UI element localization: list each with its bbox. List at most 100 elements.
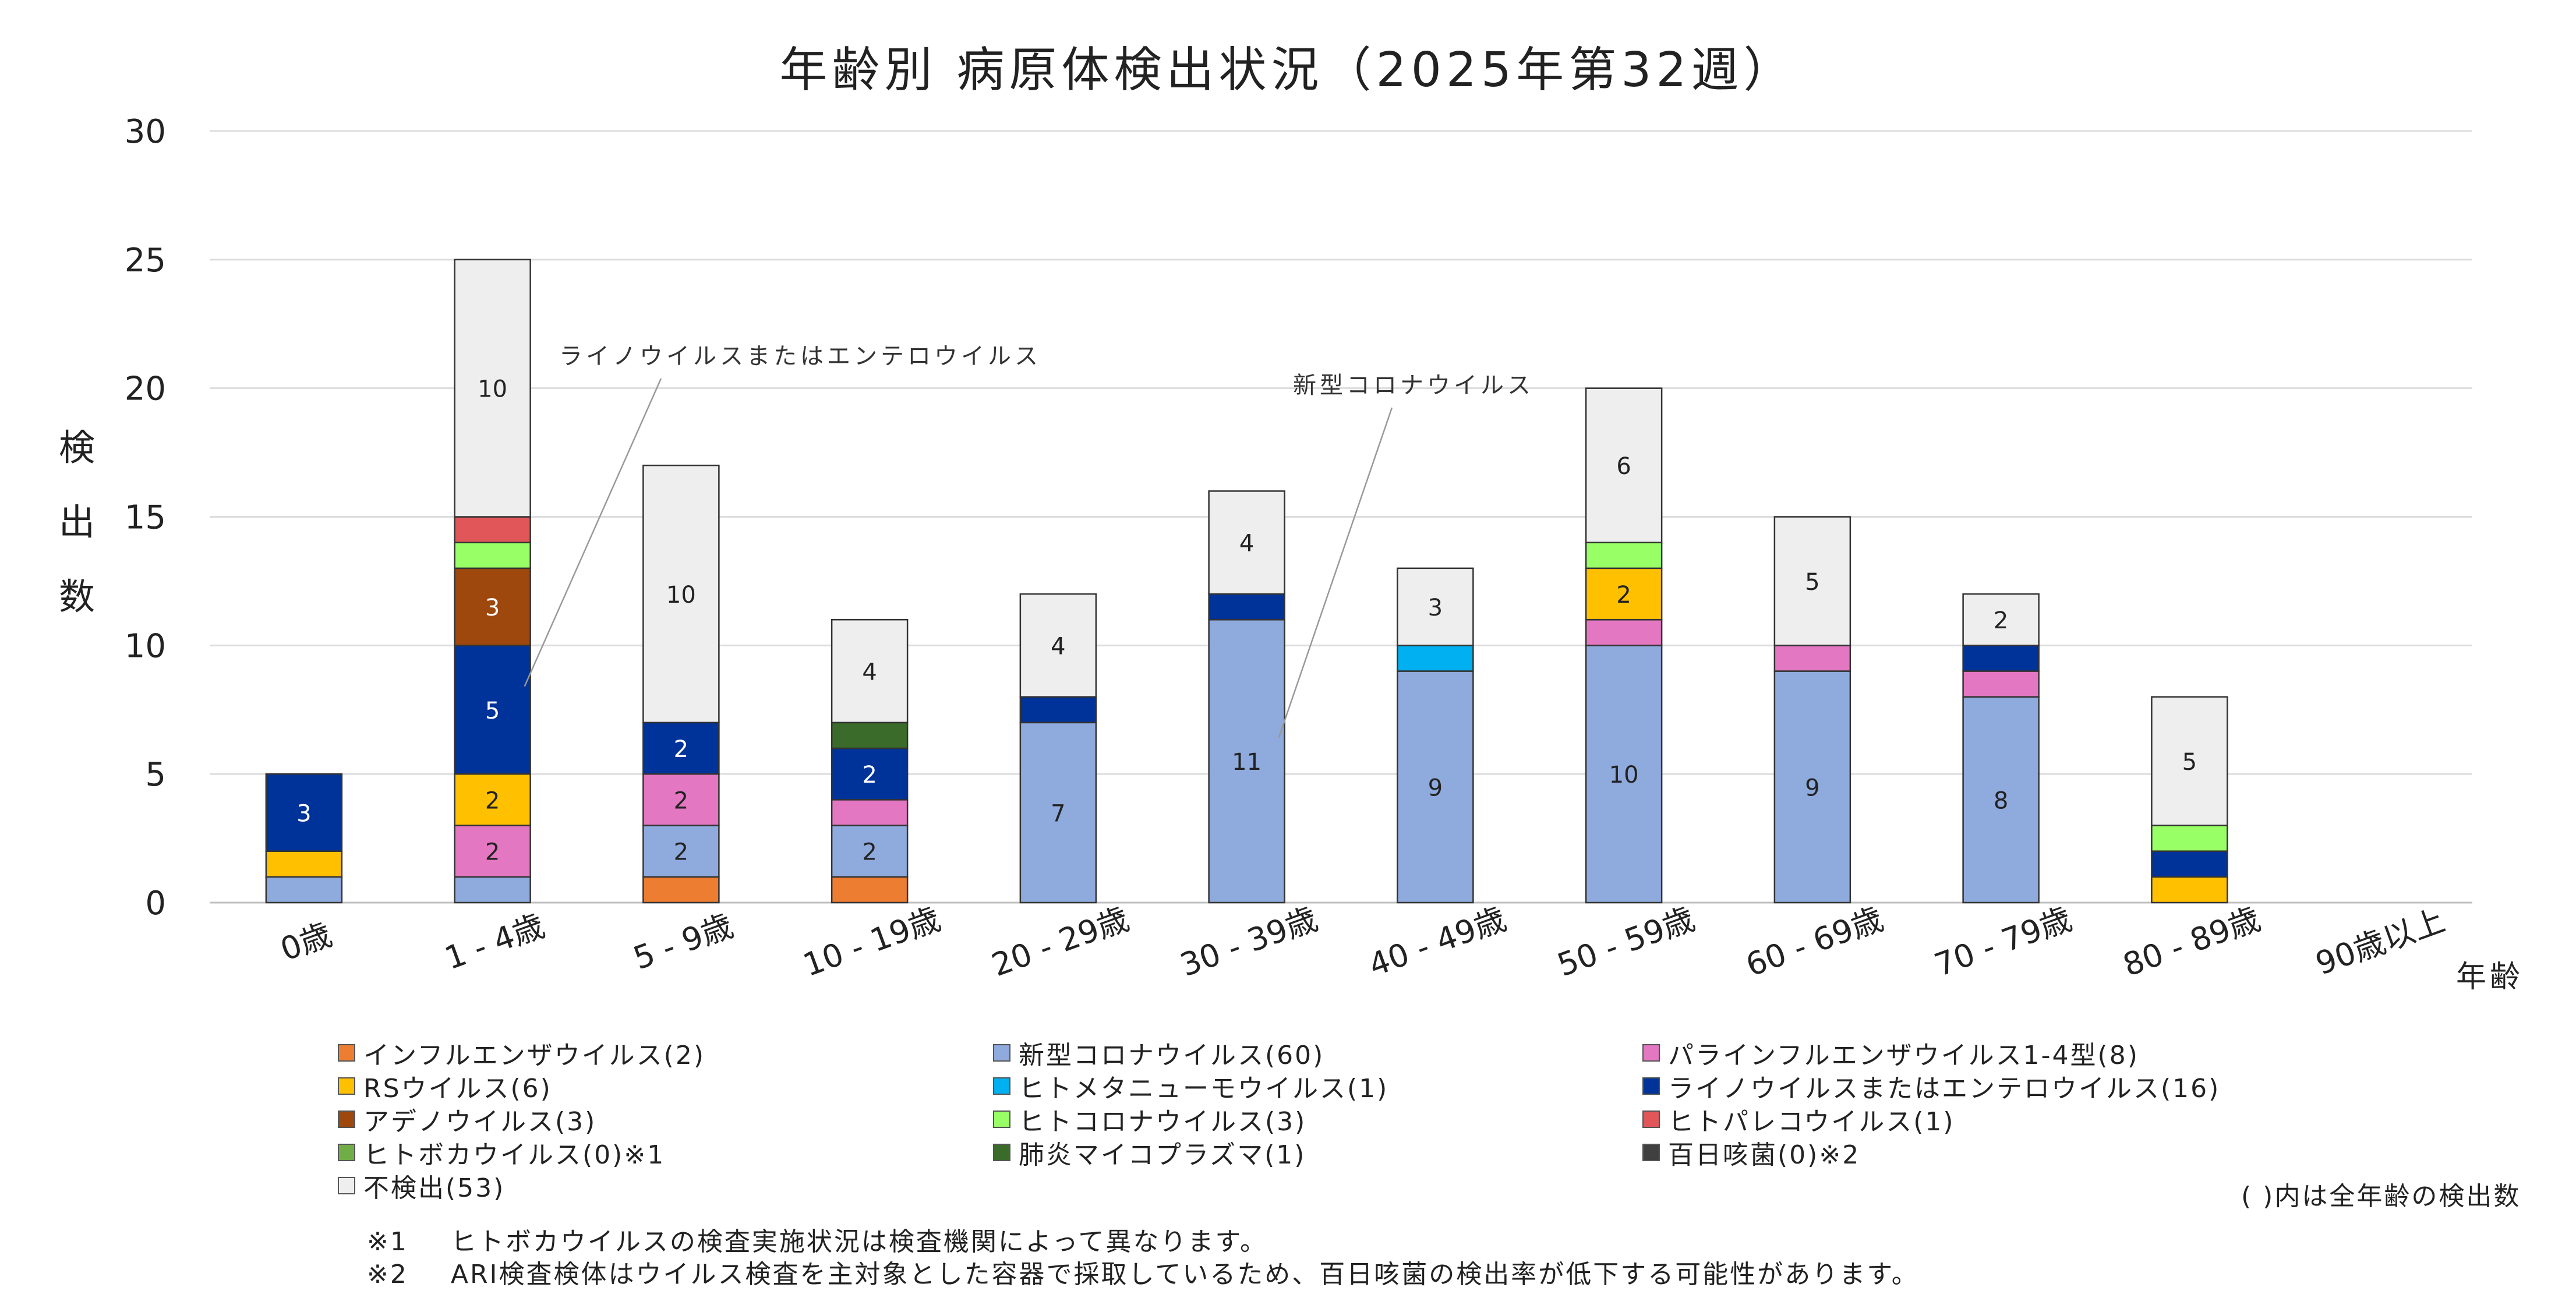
data-label: 5 (485, 698, 500, 724)
x-tick-label: 20 - 29歳 (987, 900, 1134, 984)
data-label: 5 (1805, 569, 1819, 596)
annotation-label: ライノウイルスまたはエンテロウイルス (559, 343, 1041, 370)
legend-label: 百日咳菌(0)※2 (1668, 1140, 1861, 1170)
data-label: 2 (674, 736, 688, 763)
bar-segment (1397, 567, 1474, 646)
bar-segment (1962, 696, 2040, 904)
legend-label: ヒトパレコウイルス(1) (1668, 1107, 1955, 1137)
legend-label: 肺炎マイコプラズマ(1) (1019, 1140, 1306, 1170)
bar-segment (1019, 593, 1097, 698)
data-label: 8 (1994, 787, 2008, 814)
x-tick-label: 1 - 4歳 (440, 907, 549, 977)
x-tick-label: 30 - 39歳 (1175, 900, 1322, 984)
bar-segment (642, 876, 720, 904)
data-label: 10 (478, 376, 507, 403)
x-tick-label: 50 - 59歳 (1553, 900, 1699, 984)
y-tick-label: 0 (145, 885, 166, 922)
data-label: 9 (1428, 774, 1443, 801)
legend-note: ( )内は全年齢の検出数 (2241, 1182, 2521, 1211)
legend-label: アデノウイルス(3) (363, 1107, 597, 1137)
data-label: 6 (1616, 453, 1631, 480)
bar-segment (831, 799, 909, 826)
bar-segment (1962, 645, 2040, 672)
x-axis-label: 年齢 (2456, 960, 2524, 995)
bar-segment (1585, 645, 1663, 904)
data-label: 7 (1051, 800, 1065, 827)
bar-segment (1585, 618, 1663, 646)
legend-swatch (1642, 1044, 1660, 1062)
bar-segment (454, 542, 531, 570)
legend-item: 肺炎マイコプラズマ(1) (993, 1134, 1306, 1171)
data-label: 10 (1609, 762, 1639, 788)
footnote-1-mark: ※1 (367, 1227, 408, 1257)
bar-segment (1773, 645, 1851, 672)
y-tick-label: 20 (125, 370, 166, 408)
x-tick-label: 0歳 (275, 916, 337, 968)
legend-swatch (338, 1077, 355, 1095)
bar-segment (831, 722, 909, 749)
x-tick-label: 80 - 89歳 (2118, 900, 2265, 984)
legend-swatch (1642, 1144, 1660, 1161)
legend-item: ヒトパレコウイルス(1) (1642, 1101, 1955, 1138)
bar-segment (265, 876, 343, 904)
footnote-2: ※2 ARI検査検体はウイルス検査を主対象とした容器で採取しているため、百日咳菌… (367, 1253, 1919, 1290)
legend-swatch (1642, 1111, 1660, 1128)
legend-item: ライノウイルスまたはエンテロウイルス(16) (1642, 1067, 2220, 1105)
y-tick-label: 15 (125, 499, 166, 537)
bar-segment (1208, 490, 1285, 595)
bar-segment (1585, 387, 1663, 543)
legend-label: インフルエンザウイルス(2) (363, 1041, 706, 1070)
bar-segment (831, 876, 909, 904)
legend-swatch (338, 1177, 355, 1194)
legend-item: ヒトコロナウイルス(3) (993, 1101, 1306, 1138)
bar-segment (1962, 670, 2040, 698)
legend-swatch (1642, 1077, 1660, 1095)
data-label: 2 (674, 839, 688, 866)
data-label: 3 (296, 800, 311, 827)
annotation-label: 新型コロナウイルス (1293, 372, 1534, 399)
data-label: 2 (1994, 607, 2008, 634)
data-label: 9 (1805, 774, 1819, 801)
bar-segment (1773, 670, 1851, 904)
data-label: 3 (485, 595, 500, 621)
legend-label: ライノウイルスまたはエンテロウイルス(16) (1668, 1074, 2221, 1104)
bar-segment (454, 516, 531, 543)
bar-segment (642, 825, 720, 878)
bar-segment (454, 259, 531, 518)
y-tick-label: 30 (125, 113, 166, 151)
bar-segment (1397, 670, 1474, 904)
footnote-1: ※1 ヒトボカウイルスの検査実施状況は検査機関によって異なります。 (367, 1221, 1267, 1258)
bar-segment (265, 773, 343, 852)
bar-segment (2151, 850, 2228, 878)
bar-segment (454, 773, 531, 826)
legend-label: 不検出(53) (363, 1173, 506, 1203)
bar-segment (1397, 645, 1474, 672)
legend-swatch (338, 1144, 355, 1161)
footnote-2-text: ARI検査検体はウイルス検査を主対象とした容器で採取しているため、百日咳菌の検出… (450, 1260, 1919, 1289)
bar-segment (454, 825, 531, 878)
data-label: 2 (1616, 582, 1631, 609)
bar-segment (1585, 542, 1663, 570)
bar-segment (1208, 593, 1285, 621)
legend-item: RSウイルス(6) (338, 1067, 552, 1105)
bar-segment (1773, 516, 1851, 646)
bar-segment (1019, 696, 1097, 724)
bar-segment (454, 876, 531, 904)
y-axis-label: 検出数 (59, 426, 95, 618)
legend-item: ヒトメタニューモウイルス(1) (993, 1067, 1388, 1105)
x-tick-label: 5 - 9歳 (628, 907, 737, 977)
footnote-2-mark: ※2 (367, 1260, 408, 1289)
bar-segment (1019, 722, 1097, 904)
data-label: 2 (485, 839, 500, 866)
legend-label: RSウイルス(6) (363, 1074, 552, 1104)
legend-swatch (993, 1077, 1010, 1095)
bar-segment (1208, 618, 1285, 904)
data-label: 2 (485, 787, 500, 814)
data-label: 4 (1051, 633, 1065, 660)
legend-item: 百日咳菌(0)※2 (1642, 1134, 1860, 1171)
bar-segment (454, 645, 531, 775)
data-label: 3 (1428, 595, 1443, 621)
bar-segment (2151, 696, 2228, 826)
bar-segment (2151, 825, 2228, 852)
x-tick-label: 90歳以上 (2311, 902, 2450, 982)
